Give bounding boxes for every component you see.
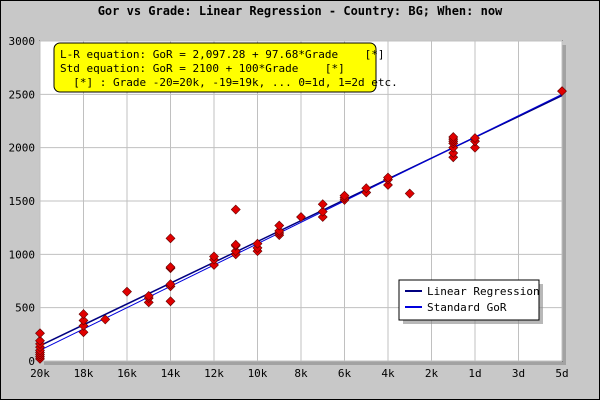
data-point — [274, 220, 285, 231]
y-tick-label: 3000 — [9, 35, 36, 48]
data-point — [361, 183, 372, 194]
x-tick-label: 20k — [30, 367, 50, 380]
data-point — [470, 133, 480, 143]
data-point — [78, 320, 89, 331]
y-tick-label: 2000 — [9, 142, 36, 155]
x-tick-label: 8k — [294, 367, 308, 380]
data-point — [274, 225, 285, 236]
x-tick-label: 5d — [555, 367, 568, 380]
data-point — [448, 132, 459, 142]
x-tick-label: 10k — [248, 367, 268, 380]
data-point — [78, 309, 89, 319]
y-axis-ticks: 0 500 1000 1500 2000 2500 3000 — [9, 35, 36, 368]
data-point — [230, 246, 241, 257]
legend-label-linear-regression: Linear Regression — [427, 285, 540, 298]
data-points — [35, 86, 567, 364]
y-tick-label: 500 — [15, 302, 35, 315]
data-point — [230, 204, 241, 215]
data-point — [296, 212, 306, 222]
data-point — [165, 279, 176, 290]
y-tick-label: 0 — [28, 355, 35, 368]
data-point — [165, 296, 176, 307]
data-point — [557, 86, 567, 97]
data-point — [100, 314, 111, 325]
legend-box — [398, 279, 540, 321]
data-point — [317, 212, 328, 222]
data-point — [78, 315, 89, 326]
x-tick-label: 12k — [204, 367, 224, 380]
equation-box-bg — [53, 42, 377, 93]
data-point — [165, 233, 176, 244]
std-equation: Std equation: GoR = 2100 + 100*Grade [*] — [60, 62, 345, 75]
data-point — [470, 142, 480, 153]
data-point — [317, 206, 328, 217]
data-point — [252, 238, 263, 249]
legend-label-standard-gor: Standard GoR — [427, 301, 507, 314]
data-point — [165, 262, 176, 273]
x-tick-label: 16k — [117, 367, 137, 380]
equation-box: L-R equation: GoR = 2,097.28 + 97.68*Gra… — [53, 42, 398, 93]
x-tick-label: 2k — [425, 367, 439, 380]
chart-title: Gor vs Grade: Linear Regression - Countr… — [97, 4, 503, 18]
data-point — [35, 335, 45, 346]
data-point — [383, 172, 393, 183]
data-point — [448, 148, 459, 158]
data-point — [78, 327, 89, 338]
y-tick-label: 2500 — [9, 88, 36, 101]
x-tick-label: 6k — [338, 367, 352, 380]
grid — [39, 40, 563, 362]
data-point — [404, 188, 415, 199]
x-axis-ticks: 20k 18k 16k 14k 12k 10k 8k 6k 4k 2k 1d 3d 5d — [30, 367, 569, 380]
data-point — [143, 291, 154, 301]
data-point — [317, 199, 328, 210]
data-point — [383, 180, 393, 190]
x-tick-label: 14k — [161, 367, 181, 380]
legend: Linear Regression Standard GoR — [398, 279, 543, 324]
data-point — [209, 260, 219, 270]
x-tick-label: 3d — [512, 367, 525, 380]
data-point — [35, 328, 45, 339]
y-tick-label: 1500 — [9, 195, 36, 208]
data-point — [122, 286, 132, 297]
data-point — [339, 190, 350, 201]
y-tick-label: 1000 — [9, 248, 36, 261]
lr-equation: L-R equation: GoR = 2,097.28 + 97.68*Gra… — [60, 48, 385, 61]
data-point — [209, 251, 219, 262]
x-tick-label: 18k — [74, 367, 94, 380]
grade-note: [*] : Grade -20=20k, -19=19k, ... 0=1d, … — [60, 76, 398, 89]
x-tick-label: 4k — [381, 367, 395, 380]
x-tick-label: 1d — [468, 367, 481, 380]
data-point — [230, 239, 241, 250]
